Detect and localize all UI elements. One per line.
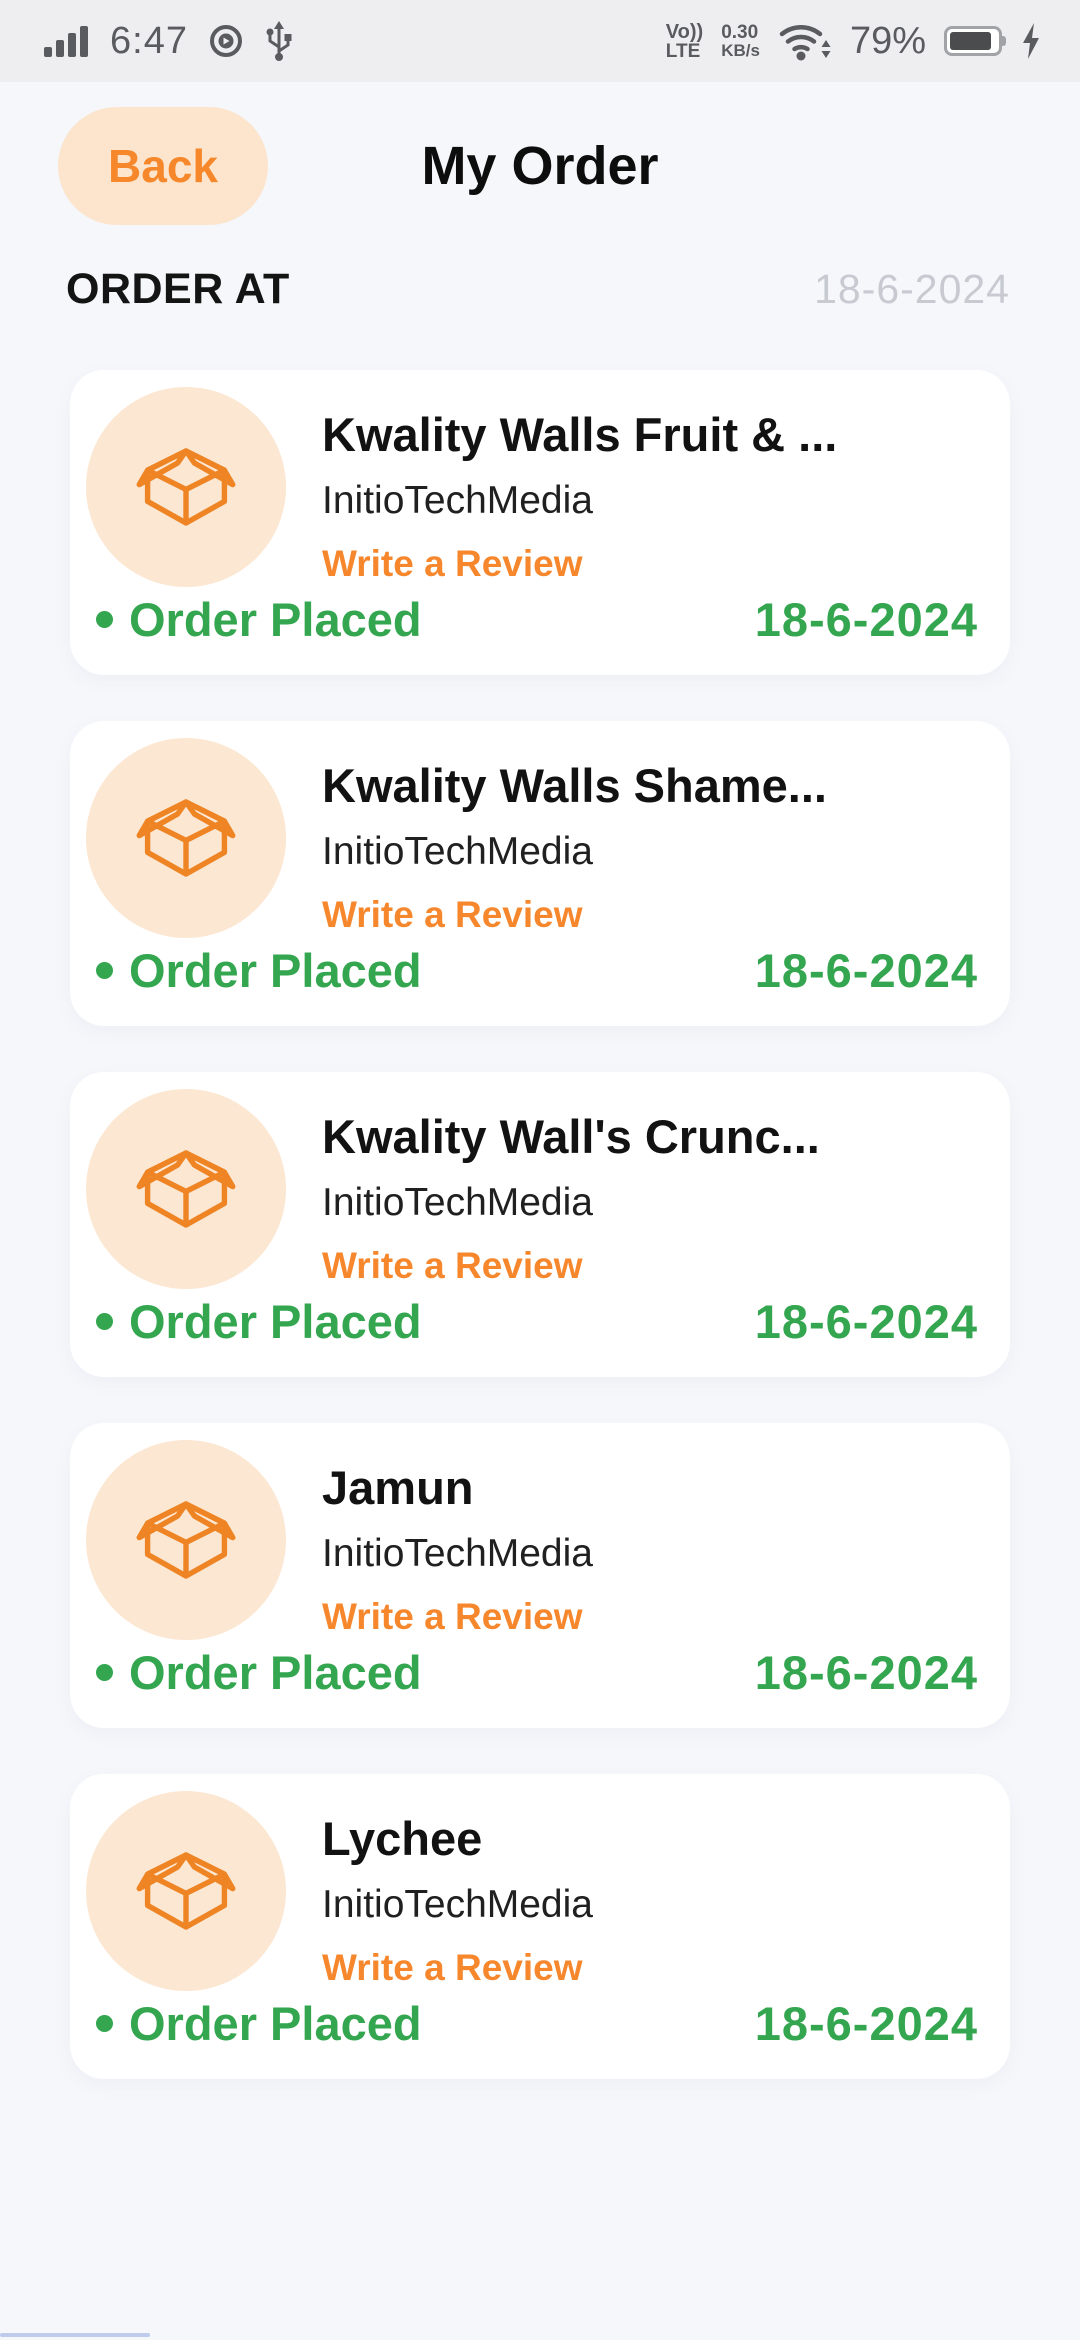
order-date: 18-6-2024 [754, 1997, 978, 2050]
package-avatar [86, 387, 286, 587]
wifi-icon [779, 24, 831, 61]
vendor-name: InitioTechMedia [322, 1883, 593, 1926]
order-status: Order Placed [96, 943, 422, 998]
package-box-icon [136, 1852, 236, 1930]
header: Back My Order [0, 107, 1080, 225]
order-date: 18-6-2024 [754, 1295, 978, 1348]
status-dot-icon [96, 1664, 113, 1681]
home-indicator [0, 2333, 150, 2337]
package-avatar [86, 738, 286, 938]
vendor-name: InitioTechMedia [322, 1532, 593, 1575]
status-text: Order Placed [129, 593, 422, 646]
product-title: Kwality Wall's Crunc... [322, 1110, 820, 1163]
order-status: Order Placed [96, 1996, 422, 2051]
battery-icon [944, 26, 1006, 56]
status-dot-icon [96, 611, 113, 628]
order-at-row: ORDER AT 18-6-2024 [0, 265, 1080, 314]
battery-percent: 79% [849, 19, 926, 62]
order-date: 18-6-2024 [754, 1646, 978, 1699]
product-title: Kwality Walls Fruit & ... [322, 408, 838, 461]
order-at-label: ORDER AT [66, 265, 290, 313]
product-title: Jamun [322, 1461, 474, 1514]
vendor-name: InitioTechMedia [322, 830, 593, 873]
package-avatar [86, 1440, 286, 1640]
order-date: 18-6-2024 [754, 593, 978, 646]
order-card[interactable]: Lychee InitioTechMedia Write a Review Or… [70, 1774, 1010, 2079]
product-title: Kwality Walls Shame... [322, 759, 827, 812]
back-button[interactable]: Back [58, 107, 268, 225]
write-review-link[interactable]: Write a Review [322, 1245, 583, 1286]
status-text: Order Placed [129, 1997, 422, 2050]
write-review-link[interactable]: Write a Review [322, 894, 583, 935]
status-dot-icon [96, 962, 113, 979]
package-avatar [86, 1791, 286, 1991]
order-list: Kwality Walls Fruit & ... InitioTechMedi… [0, 370, 1080, 2079]
order-status: Order Placed [96, 1645, 422, 1700]
charging-bolt-icon [1023, 23, 1039, 59]
vendor-name: InitioTechMedia [322, 479, 593, 522]
signal-strength-icon [44, 26, 88, 57]
order-card[interactable]: Kwality Wall's Crunc... InitioTechMedia … [70, 1072, 1010, 1377]
write-review-link[interactable]: Write a Review [322, 543, 583, 584]
screen-record-icon [209, 25, 242, 57]
order-date: 18-6-2024 [754, 944, 978, 997]
status-text: Order Placed [129, 1295, 422, 1348]
write-review-link[interactable]: Write a Review [322, 1596, 583, 1637]
package-avatar [86, 1089, 286, 1289]
status-dot-icon [96, 1313, 113, 1330]
status-bar: 6:47 Vo)) LTE [0, 0, 1080, 82]
product-title: Lychee [322, 1812, 483, 1865]
order-card[interactable]: Kwality Walls Fruit & ... InitioTechMedi… [70, 370, 1010, 675]
order-at-date: 18-6-2024 [814, 266, 1010, 312]
vendor-name: InitioTechMedia [322, 1181, 593, 1224]
package-box-icon [136, 1501, 236, 1579]
volte-indicator: Vo)) LTE [665, 20, 704, 62]
write-review-link[interactable]: Write a Review [322, 1947, 583, 1988]
data-rate-indicator: 0.30 KB/s [721, 22, 760, 60]
package-box-icon [136, 448, 236, 526]
order-card[interactable]: Jamun InitioTechMedia Write a Review Ord… [70, 1423, 1010, 1728]
usb-icon [266, 21, 292, 61]
order-status: Order Placed [96, 592, 422, 647]
package-box-icon [136, 799, 236, 877]
clock: 6:47 [110, 19, 188, 62]
status-dot-icon [96, 2015, 113, 2032]
order-status: Order Placed [96, 1294, 422, 1349]
order-card[interactable]: Kwality Walls Shame... InitioTechMedia W… [70, 721, 1010, 1026]
status-text: Order Placed [129, 944, 422, 997]
status-text: Order Placed [129, 1646, 422, 1699]
package-box-icon [136, 1150, 236, 1228]
